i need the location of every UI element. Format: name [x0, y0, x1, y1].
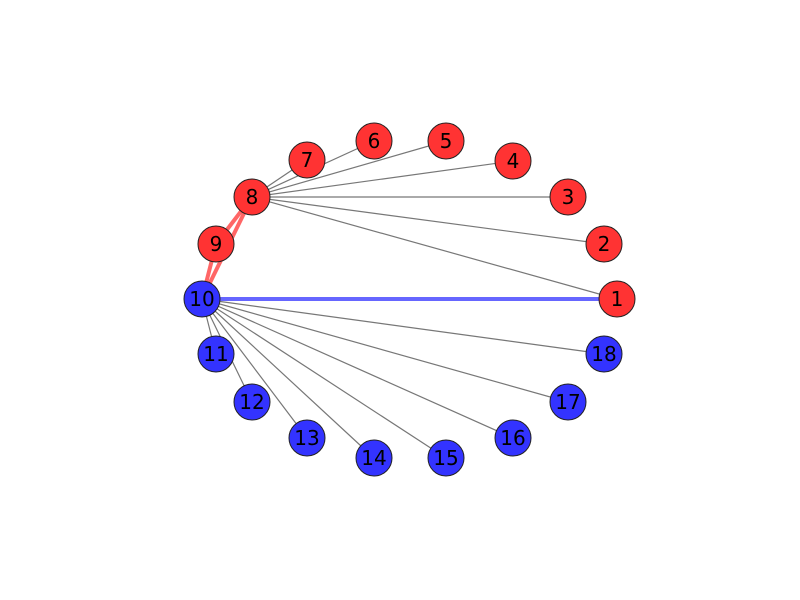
node-6[interactable]: 6: [355, 122, 393, 160]
node-label: 14: [361, 446, 386, 470]
edge-8-5: [251, 140, 447, 198]
node-label: 12: [239, 390, 264, 414]
node-3[interactable]: 3: [549, 178, 587, 216]
node-circle: [427, 122, 465, 160]
node-2[interactable]: 2: [585, 225, 623, 263]
node-circle: [197, 225, 235, 263]
node-12[interactable]: 12: [233, 383, 271, 421]
node-18[interactable]: 18: [585, 335, 623, 373]
node-circle: [233, 383, 271, 421]
edge-10-17: [201, 298, 569, 403]
node-circle: [427, 439, 465, 477]
node-16[interactable]: 16: [494, 419, 532, 457]
node-5[interactable]: 5: [427, 122, 465, 160]
edge-8-4: [251, 160, 514, 198]
node-17[interactable]: 17: [549, 383, 587, 421]
node-circle: [494, 142, 532, 180]
node-9[interactable]: 9: [197, 225, 235, 263]
node-label: 16: [500, 426, 525, 450]
node-7[interactable]: 7: [288, 141, 326, 179]
edge-10-18: [201, 298, 605, 355]
node-8[interactable]: 8: [233, 178, 271, 216]
node-circle: [183, 280, 221, 318]
node-label: 8: [246, 185, 259, 209]
node-label: 4: [507, 149, 520, 173]
node-label: 15: [433, 446, 458, 470]
node-circle: [355, 439, 393, 477]
node-label: 3: [562, 185, 575, 209]
node-label: 5: [440, 129, 453, 153]
node-13[interactable]: 13: [288, 419, 326, 457]
node-circle: [549, 383, 587, 421]
node-11[interactable]: 11: [197, 335, 235, 373]
node-14[interactable]: 14: [355, 439, 393, 477]
node-label: 13: [294, 426, 319, 450]
node-label: 11: [203, 342, 228, 366]
node-circle: [494, 419, 532, 457]
node-circle: [197, 335, 235, 373]
edge-10-14: [201, 298, 375, 459]
node-circle: [585, 335, 623, 373]
node-circle: [288, 141, 326, 179]
node-15[interactable]: 15: [427, 439, 465, 477]
edge-8-2: [251, 196, 605, 245]
node-circle: [288, 419, 326, 457]
node-circle: [233, 178, 271, 216]
node-circle: [549, 178, 587, 216]
node-label: 7: [301, 148, 314, 172]
edge-10-16: [201, 298, 514, 439]
node-label: 1: [611, 287, 624, 311]
node-1[interactable]: 1: [598, 280, 636, 318]
node-10[interactable]: 10: [183, 280, 221, 318]
node-label: 18: [591, 342, 616, 366]
node-label: 6: [368, 129, 381, 153]
edge-10-15: [201, 298, 447, 459]
node-label: 2: [598, 232, 611, 256]
edge-8-1: [251, 196, 618, 300]
node-circle: [355, 122, 393, 160]
edge-10-13: [201, 298, 308, 439]
node-circle: [598, 280, 636, 318]
node-label: 17: [555, 390, 580, 414]
node-label: 10: [189, 287, 214, 311]
node-circle: [585, 225, 623, 263]
node-label: 9: [210, 232, 223, 256]
node-4[interactable]: 4: [494, 142, 532, 180]
